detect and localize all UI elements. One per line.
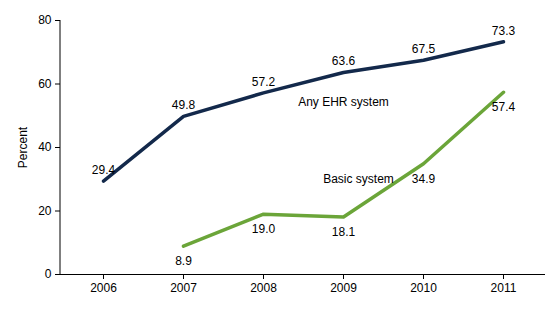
svg-text:49.8: 49.8 <box>172 98 196 112</box>
svg-text:73.3: 73.3 <box>492 24 516 38</box>
svg-text:19.0: 19.0 <box>252 222 276 236</box>
svg-text:34.9: 34.9 <box>412 172 436 186</box>
svg-text:2009: 2009 <box>330 281 357 295</box>
svg-text:2006: 2006 <box>90 281 117 295</box>
svg-text:40: 40 <box>38 140 52 154</box>
svg-text:Percent: Percent <box>16 126 30 168</box>
svg-text:8.9: 8.9 <box>175 254 192 268</box>
svg-text:0: 0 <box>45 267 52 281</box>
svg-text:57.4: 57.4 <box>492 100 516 114</box>
svg-text:18.1: 18.1 <box>332 225 356 239</box>
svg-text:63.6: 63.6 <box>332 54 356 68</box>
svg-text:2010: 2010 <box>410 281 437 295</box>
svg-text:2011: 2011 <box>491 281 517 295</box>
svg-text:Basic system: Basic system <box>323 172 394 186</box>
svg-text:Any EHR system: Any EHR system <box>298 95 389 109</box>
svg-text:80: 80 <box>38 13 52 27</box>
svg-text:67.5: 67.5 <box>412 42 436 56</box>
svg-text:20: 20 <box>38 204 52 218</box>
svg-text:57.2: 57.2 <box>252 75 276 89</box>
svg-text:29.4: 29.4 <box>92 163 116 177</box>
svg-text:60: 60 <box>38 77 52 91</box>
svg-text:2007: 2007 <box>170 281 197 295</box>
svg-text:2008: 2008 <box>250 281 277 295</box>
